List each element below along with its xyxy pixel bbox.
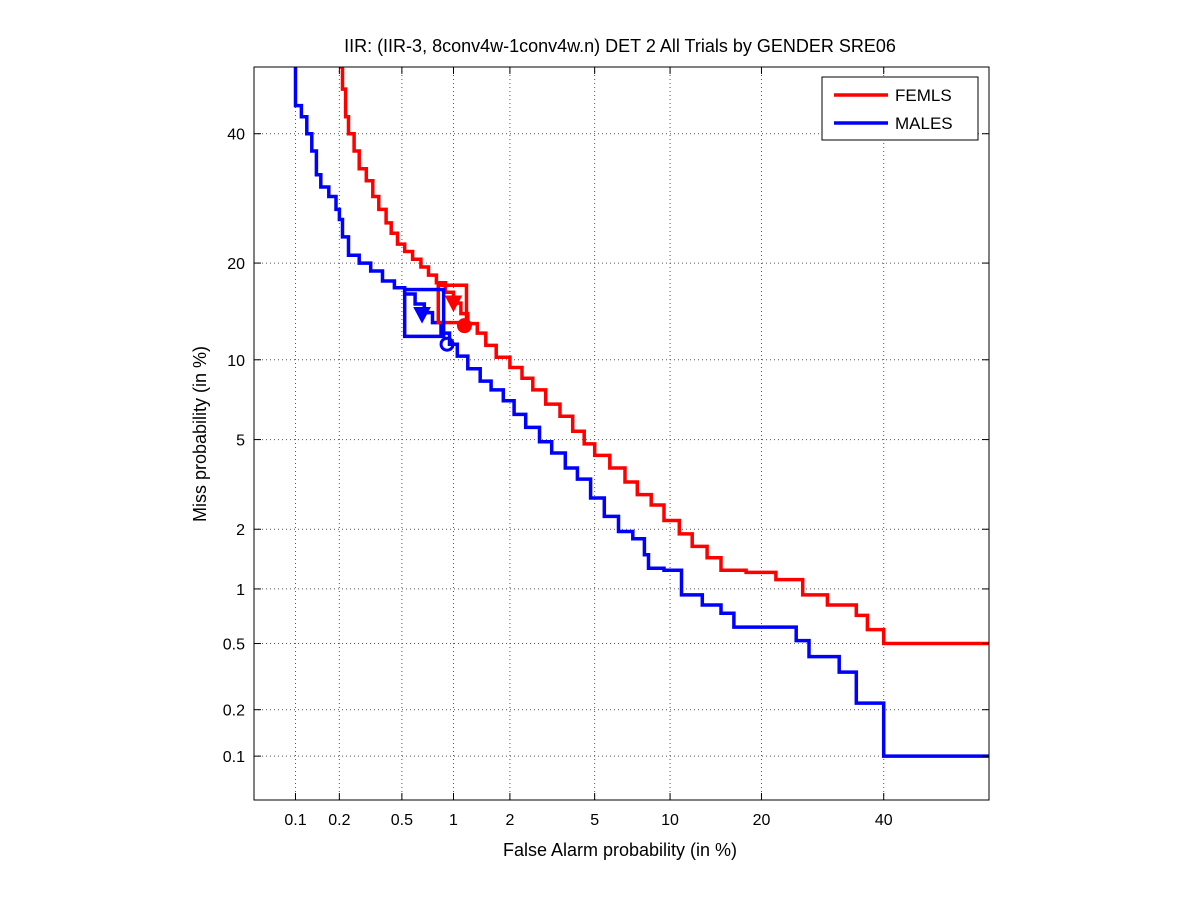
legend-box <box>821 76 979 141</box>
x-tick-label: 0.1 <box>284 812 306 829</box>
legend-label-males: MALES <box>895 114 953 133</box>
axis-ticks: 0.1 0.2 0.5 1 2 5 10 20 40 0.1 0.2 0.5 1 2 5 10 20 40 <box>223 67 989 829</box>
legend: FEMLS MALES <box>821 76 979 141</box>
plot-series <box>293 67 989 758</box>
plot-frame <box>253 66 990 801</box>
marker-circle-males <box>439 336 455 352</box>
y-tick-label: 1 <box>236 582 245 599</box>
marker-circle-femls <box>456 318 472 334</box>
y-tick-label: 20 <box>227 256 245 273</box>
x-tick-label: 10 <box>661 812 679 829</box>
chart-title: IIR: (IIR-3, 8conv4w-1conv4w.n) DET 2 Al… <box>344 36 896 56</box>
marker-box-males <box>402 287 446 339</box>
x-tick-label: 1 <box>449 812 458 829</box>
y-tick-label: 0.1 <box>223 749 245 766</box>
series-line-femls <box>339 67 989 646</box>
x-tick-label: 20 <box>753 812 771 829</box>
marker-triangle-femls <box>444 295 463 313</box>
series-line-males <box>293 67 989 758</box>
legend-label-femls: FEMLS <box>895 86 952 105</box>
x-tick-label: 5 <box>590 812 599 829</box>
marker-triangle-males <box>413 307 431 324</box>
x-tick-label: 40 <box>875 812 893 829</box>
y-tick-label: 5 <box>236 433 245 450</box>
y-tick-label: 0.5 <box>223 637 245 654</box>
y-axis-title: Miss probability (in %) <box>190 346 210 522</box>
y-tick-label: 40 <box>227 127 245 144</box>
y-tick-label: 0.2 <box>223 703 245 720</box>
plot-markers <box>402 283 472 352</box>
x-axis-title: False Alarm probability (in %) <box>503 840 737 860</box>
x-tick-label: 2 <box>505 812 514 829</box>
y-tick-label: 2 <box>236 522 245 539</box>
x-tick-label: 0.5 <box>391 812 413 829</box>
x-tick-label: 0.2 <box>328 812 350 829</box>
y-tick-label: 10 <box>227 353 245 370</box>
marker-box-femls <box>436 283 469 325</box>
